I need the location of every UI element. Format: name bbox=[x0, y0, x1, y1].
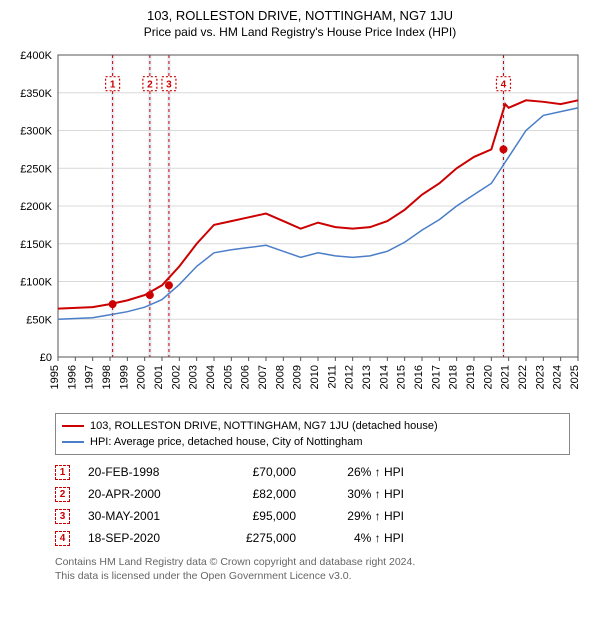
svg-text:2009: 2009 bbox=[292, 365, 304, 389]
legend-label-red: 103, ROLLESTON DRIVE, NOTTINGHAM, NG7 1J… bbox=[90, 420, 438, 432]
svg-text:1998: 1998 bbox=[101, 365, 113, 389]
svg-text:2022: 2022 bbox=[517, 365, 529, 389]
svg-text:£150K: £150K bbox=[20, 239, 52, 251]
svg-text:2016: 2016 bbox=[413, 365, 425, 389]
sale-pct: 29% ↑ HPI bbox=[314, 509, 404, 523]
svg-text:2004: 2004 bbox=[205, 365, 217, 389]
svg-text:2: 2 bbox=[147, 80, 153, 91]
sale-table: 1 20-FEB-1998 £70,000 26% ↑ HPI 2 20-APR-2000… bbox=[55, 461, 570, 549]
svg-text:2023: 2023 bbox=[534, 365, 546, 389]
sale-date: 18-SEP-2020 bbox=[88, 531, 198, 545]
svg-text:1996: 1996 bbox=[66, 365, 78, 389]
svg-text:2018: 2018 bbox=[448, 365, 460, 389]
chart-container: 103, ROLLESTON DRIVE, NOTTINGHAM, NG7 1J… bbox=[0, 0, 600, 620]
svg-text:2005: 2005 bbox=[222, 365, 234, 389]
sale-price: £70,000 bbox=[216, 465, 296, 479]
sale-price: £275,000 bbox=[216, 531, 296, 545]
legend-swatch-red bbox=[62, 425, 84, 427]
sale-date: 20-APR-2000 bbox=[88, 487, 198, 501]
svg-text:£300K: £300K bbox=[20, 126, 52, 138]
sale-price: £95,000 bbox=[216, 509, 296, 523]
legend: 103, ROLLESTON DRIVE, NOTTINGHAM, NG7 1J… bbox=[55, 413, 570, 455]
svg-text:2003: 2003 bbox=[188, 365, 200, 389]
svg-text:2001: 2001 bbox=[153, 365, 165, 389]
svg-text:2015: 2015 bbox=[396, 365, 408, 389]
sale-row: 3 30-MAY-2001 £95,000 29% ↑ HPI bbox=[55, 505, 570, 527]
sale-row: 1 20-FEB-1998 £70,000 26% ↑ HPI bbox=[55, 461, 570, 483]
svg-text:2014: 2014 bbox=[378, 365, 390, 389]
sale-pct: 4% ↑ HPI bbox=[314, 531, 404, 545]
sale-date: 20-FEB-1998 bbox=[88, 465, 198, 479]
svg-text:2006: 2006 bbox=[240, 365, 252, 389]
footnote-line2: This data is licensed under the Open Gov… bbox=[55, 569, 570, 583]
svg-text:£100K: £100K bbox=[20, 277, 52, 289]
svg-text:2002: 2002 bbox=[170, 365, 182, 389]
svg-text:4: 4 bbox=[501, 80, 507, 91]
svg-text:£350K: £350K bbox=[20, 88, 52, 100]
svg-text:£200K: £200K bbox=[20, 201, 52, 213]
svg-text:2025: 2025 bbox=[569, 365, 581, 389]
svg-text:1995: 1995 bbox=[49, 365, 61, 389]
sale-badge: 3 bbox=[55, 509, 70, 524]
svg-text:1999: 1999 bbox=[118, 365, 130, 389]
svg-text:£50K: £50K bbox=[26, 314, 52, 326]
svg-text:£0: £0 bbox=[40, 352, 52, 364]
svg-text:2017: 2017 bbox=[430, 365, 442, 389]
svg-text:2008: 2008 bbox=[274, 365, 286, 389]
svg-text:2011: 2011 bbox=[326, 365, 338, 389]
sale-badge: 4 bbox=[55, 531, 70, 546]
sale-pct: 26% ↑ HPI bbox=[314, 465, 404, 479]
sale-badge: 2 bbox=[55, 487, 70, 502]
svg-text:£250K: £250K bbox=[20, 163, 52, 175]
footnote-line1: Contains HM Land Registry data © Crown c… bbox=[55, 555, 570, 569]
legend-label-blue: HPI: Average price, detached house, City… bbox=[90, 436, 363, 448]
chart-title: 103, ROLLESTON DRIVE, NOTTINGHAM, NG7 1J… bbox=[10, 8, 590, 23]
svg-text:1997: 1997 bbox=[84, 365, 96, 389]
footnote: Contains HM Land Registry data © Crown c… bbox=[55, 555, 570, 583]
sale-date: 30-MAY-2001 bbox=[88, 509, 198, 523]
legend-row-red: 103, ROLLESTON DRIVE, NOTTINGHAM, NG7 1J… bbox=[62, 418, 563, 434]
svg-text:2021: 2021 bbox=[500, 365, 512, 389]
sale-row: 4 18-SEP-2020 £275,000 4% ↑ HPI bbox=[55, 527, 570, 549]
sale-row: 2 20-APR-2000 £82,000 30% ↑ HPI bbox=[55, 483, 570, 505]
svg-text:2000: 2000 bbox=[136, 365, 148, 389]
svg-text:2024: 2024 bbox=[552, 365, 564, 389]
svg-text:£400K: £400K bbox=[20, 50, 52, 62]
legend-swatch-blue bbox=[62, 441, 84, 443]
svg-text:2020: 2020 bbox=[482, 365, 494, 389]
svg-text:2010: 2010 bbox=[309, 365, 321, 389]
chart-area: £0 £50K £100K £150K £200K £250K £300K £350K £400… bbox=[10, 45, 590, 405]
svg-text:3: 3 bbox=[166, 80, 172, 91]
sale-price: £82,000 bbox=[216, 487, 296, 501]
legend-row-blue: HPI: Average price, detached house, City… bbox=[62, 434, 563, 450]
chart-svg: £0 £50K £100K £150K £200K £250K £300K £350K £400… bbox=[10, 45, 590, 405]
sale-badge: 1 bbox=[55, 465, 70, 480]
svg-text:2013: 2013 bbox=[361, 365, 373, 389]
svg-text:2007: 2007 bbox=[257, 365, 269, 389]
svg-text:2012: 2012 bbox=[344, 365, 356, 389]
sale-pct: 30% ↑ HPI bbox=[314, 487, 404, 501]
svg-text:1: 1 bbox=[110, 80, 116, 91]
svg-text:2019: 2019 bbox=[465, 365, 477, 389]
chart-subtitle: Price paid vs. HM Land Registry's House … bbox=[10, 25, 590, 39]
